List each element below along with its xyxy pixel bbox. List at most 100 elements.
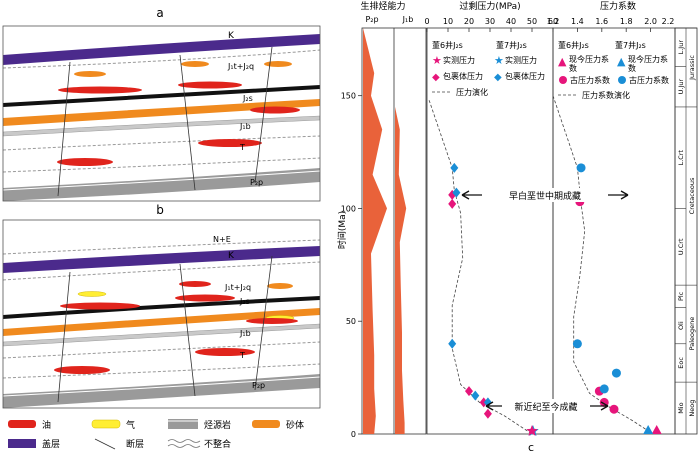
paleo-coef-well7-point [576,163,586,173]
legend-swatch-fault [94,438,116,450]
sand-layer-a [3,99,320,126]
label-b-NE: N+E [213,235,231,244]
paleo-coef-well7-point [572,339,582,349]
fault-line [254,46,273,184]
epoch-label: Mio [677,402,685,413]
pressure-tick-label: 20 [464,17,474,26]
column-label-pp: P₂p [365,15,378,24]
pressure-tick-label: 30 [485,17,495,26]
coef-tick-label: 2.2 [662,17,675,26]
period-label: Paleogene [688,317,696,351]
oil-lens [198,139,262,147]
cap-layer-a [3,34,320,65]
fluid-pressure-well7-point [452,187,461,198]
coef-tick-label: 1.2 [547,17,560,26]
epoch-label: Eoc [677,357,685,369]
panel-a-label: a [156,6,163,20]
oil-lens [179,281,211,287]
thin-bed-b [3,323,320,347]
panel-b-label: b [156,203,164,217]
legend-evolution: 压力演化 [456,87,488,97]
period-label: Jurassic [688,55,696,81]
header-coefficient: 压力系数 [600,0,636,12]
legend-circle7-icon [618,76,626,84]
time-tick-label: 150 [341,92,356,101]
legend-coef-evolution: 压力系数演化 [582,90,630,100]
label-b-T: T [239,351,245,360]
oil-lens [178,81,242,89]
period-label: Cretaceous [688,177,696,214]
fluid-pressure-well7-point [448,338,457,349]
annotation-early: 早白垩世中期成藏 [509,190,581,202]
legend-swatch-cap [8,439,36,448]
legend-swatch-sand [252,420,280,428]
time-tick-label: 0 [351,430,356,439]
legend-well7: 董7井J₂s [496,40,527,50]
unconformity-b0 [3,239,320,255]
coef-tick-label: 1.8 [620,17,633,26]
gas-lens [77,291,107,297]
time-tick-label: 50 [346,317,356,326]
label-a-Jb: J₁b [239,122,251,131]
legend-label-source-rock: 烃源岩 [204,419,231,431]
time-axis: 0 50 100 150 [341,92,362,439]
overpressure-frame [426,27,554,435]
legend-circle6-icon [559,76,567,84]
legend-label-oil: 油 [42,419,51,431]
annotation-early-box [483,188,607,202]
epoch-label: U.Crt [677,238,685,255]
period-label: Neog [688,400,696,417]
pressure-evolution-curve [428,100,533,435]
legend-tri6-icon: ▲ [558,55,567,68]
header-overpressure: 过剩压力(MPa) [459,0,520,12]
unconformity-a2 [3,135,320,151]
cross-section-b [3,220,320,408]
panel-c-label: c [528,441,534,453]
legend-present7: 现今压力系数 [628,55,668,73]
label-a-Js: J₂s [242,94,253,103]
fault-line [254,255,273,391]
legend-swatch-oil [8,420,36,428]
generation-curve-pp [363,28,387,434]
sand-lens [267,283,293,289]
legend-present6: 现今压力系数 [569,55,609,73]
legend-measured7: 实测压力 [505,55,537,65]
arrow-right-early-icon [608,190,629,200]
coef-tick-label: 2.0 [644,17,657,26]
legend-diamond7-icon: ◆ [494,72,502,83]
coefficient-evolution-curve [552,95,654,435]
generation-curve-jb [395,106,407,435]
present-coef-well6-point [651,425,662,434]
coefficient-axis: 1.2 1.4 1.6 1.8 2.0 2.2 [547,17,676,32]
unconformity-b2 [3,341,320,359]
measured-pressure-well6-point [526,425,538,436]
sand-lens [74,71,106,77]
sand-lens [181,61,209,67]
paleo-coef-well7-point [599,384,609,394]
pressure-tick-label: 60 [548,17,558,26]
fault-line [57,61,71,197]
fluid-pressure-well6-point [465,386,473,397]
arrow-left-early-icon [461,190,482,200]
data-points [448,162,662,436]
legend-coef-well7: 董7井J₂s [615,40,646,50]
fluid-pressure-well7-point [471,390,480,401]
thin-bed-a [3,115,320,137]
legend-label-gas: 气 [126,419,135,431]
label-a-K: K [228,31,235,41]
epoch-label: L.Crt [677,150,685,166]
pressure-tick-label: 10 [443,17,453,26]
legend-well6: 董6井J₂s [432,40,463,50]
legend-label-unconformity: 不整合 [204,438,231,450]
legend-star7-icon: ★ [494,54,504,67]
legend-paleo7: 古压力系数 [629,75,669,85]
fluid-pressure-well6-point [483,408,492,419]
fault-line [57,271,71,403]
arrow-right-late-icon [590,401,609,411]
label-b-Js: J₂s [239,297,250,306]
legend-measured6: 实测压力 [443,55,475,65]
time-tick-label: 100 [341,204,356,213]
epoch-label: U.Jur [677,79,685,95]
chart-panel-c: 生排烃能力 过剩压力(MPa) 压力系数 P₂p J₁b 时间(Ma) 0 50 1… [336,0,698,453]
